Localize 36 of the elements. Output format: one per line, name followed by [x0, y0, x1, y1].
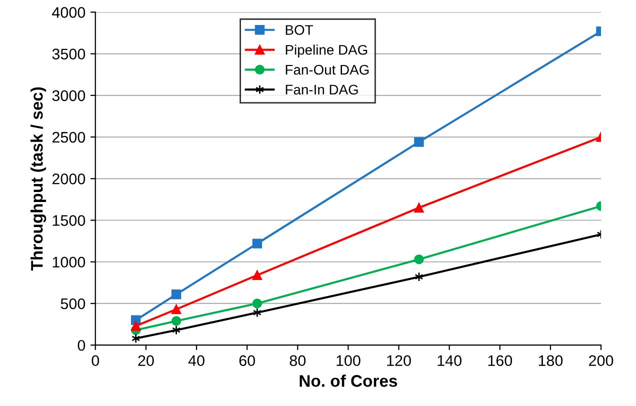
x-tick-label: 40	[188, 355, 204, 366]
x-tick-label: 120	[387, 355, 411, 366]
x-tick-label: 180	[538, 355, 563, 366]
legend-label: BOT	[286, 25, 313, 35]
x-tick-label: 200	[589, 355, 614, 366]
y-tick-label: 4000	[52, 7, 86, 18]
point	[414, 254, 424, 264]
x-tick-label: 100	[336, 355, 360, 366]
point	[171, 289, 182, 300]
y-tick-label: 0	[78, 340, 86, 351]
point	[414, 137, 424, 147]
y-tick-label: 3500	[52, 48, 86, 60]
x-tick-label: 60	[239, 355, 255, 366]
x-tick-label: 0	[92, 355, 100, 366]
point	[252, 298, 262, 308]
point	[130, 321, 141, 331]
y-tick-label: 2500	[52, 132, 86, 143]
point	[171, 304, 182, 314]
x-axis-title: No. of Cores	[300, 374, 398, 387]
point	[252, 238, 262, 248]
point	[414, 202, 424, 213]
x-tick-label: 20	[138, 355, 154, 366]
x-tick-label: 80	[290, 355, 306, 366]
point	[171, 316, 182, 326]
y-tick-label: 1500	[52, 215, 86, 226]
y-tick-label: 2000	[52, 174, 86, 184]
y-tick-label: 500	[60, 298, 86, 310]
y-tick-label: 3000	[52, 90, 86, 102]
point	[252, 270, 262, 280]
y-tick-label: 1000	[52, 256, 86, 268]
x-tick-label: 140	[438, 355, 462, 366]
y-axis-title: Throughput (task / sec)	[30, 87, 46, 271]
x-tick-label: 160	[488, 355, 512, 366]
legend-label: Fan-In DAG	[286, 84, 358, 95]
legend-label: Fan-Out DAG	[286, 64, 369, 75]
legend-label: Pipeline DAG	[286, 44, 368, 58]
